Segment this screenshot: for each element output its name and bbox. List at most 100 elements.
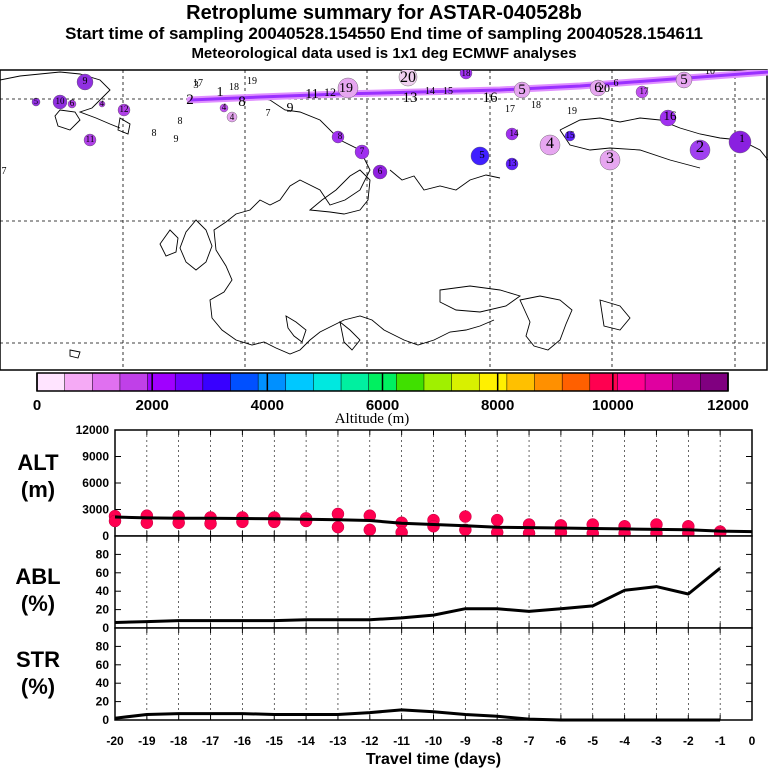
day-label: 9: [287, 101, 294, 116]
x-tick-label: -3: [651, 734, 662, 748]
day-label: 18: [462, 68, 472, 78]
colorbar-swatch: [257, 372, 287, 392]
colorbar-label: Altitude (m): [335, 411, 410, 427]
day-label: 7: [2, 166, 7, 177]
trajectory-cluster-5: [470, 146, 490, 166]
altitude-point: [299, 514, 313, 528]
day-label: 4: [222, 102, 227, 112]
trajectory-cluster-12: [117, 103, 131, 117]
trajectory-cluster-11: [83, 133, 97, 147]
colorbar-tick-label: 6000: [366, 397, 399, 414]
y-tick-label: 0: [102, 529, 109, 543]
x-axis-title: Travel time (days): [366, 751, 501, 768]
colorbar-swatch: [478, 372, 508, 392]
colorbar-swatch: [64, 372, 93, 392]
y-tick-label: 40: [96, 584, 110, 598]
colorbar-tick-label: 0: [33, 397, 41, 414]
day-label: 20: [400, 69, 416, 86]
y-tick-label: 20: [96, 603, 110, 617]
x-tick-label: -9: [460, 734, 471, 748]
day-label: 15: [443, 86, 453, 97]
trajectory-cluster-20: [398, 70, 418, 87]
altitude-point: [363, 523, 377, 537]
day-label: 2: [186, 92, 194, 108]
colorbar-swatch: [617, 372, 646, 392]
day-label: 1: [217, 85, 224, 100]
trajectory-cluster-22: [589, 79, 607, 97]
day-label: 6: [614, 78, 619, 89]
y-tick-label: 40: [96, 676, 110, 690]
day-label: 13: [403, 90, 418, 106]
day-label: 18: [229, 82, 239, 93]
colorbar-swatch: [506, 372, 536, 392]
x-tick-label: -13: [329, 734, 347, 748]
mean-trajectory-line: [189, 70, 768, 102]
panel-label: ABL: [15, 564, 60, 589]
altitude-point: [331, 520, 345, 534]
y-tick-label: 60: [96, 566, 110, 580]
colorbar-swatch: [534, 372, 563, 392]
panel-unit-label: (m): [21, 477, 55, 502]
trajectory-cluster-15: [564, 130, 576, 142]
trajectory-cluster-7: [354, 144, 370, 160]
x-tick-label: 0: [749, 734, 756, 748]
y-tick-label: 9000: [82, 450, 109, 464]
day-label: 9: [174, 134, 179, 145]
colorbar-swatch: [313, 372, 342, 392]
colorbar-swatch: [230, 372, 259, 392]
day-label: 10: [56, 96, 66, 106]
trajectory-cluster-13: [505, 157, 519, 171]
day-label: 8: [178, 116, 183, 127]
day-label: 4: [230, 112, 235, 122]
x-tick-label: -10: [425, 734, 443, 748]
colorbar-swatch: [672, 372, 701, 392]
map-gridlines: [0, 70, 767, 370]
trajectory-cluster-23: [675, 71, 693, 89]
day-label: 5: [518, 82, 526, 98]
panel-unit-label: (%): [21, 674, 55, 699]
trajectory-cluster-27: [67, 99, 77, 109]
colorbar-swatch: [174, 372, 204, 392]
trajectory-cluster-21: [513, 81, 531, 99]
day-label: 11: [305, 87, 318, 102]
colorbar-swatch: [285, 372, 314, 392]
day-label: 8: [152, 128, 157, 139]
sampling-time-subtitle: Start time of sampling 20040528.154550 E…: [65, 24, 703, 43]
colorbar-swatch: [644, 372, 674, 392]
colorbar-swatch: [92, 372, 121, 392]
series-line: [114, 567, 722, 624]
panel-alt: 0 3000 6000 9000 12000 ALT(m): [17, 423, 753, 543]
day-label: 16: [483, 90, 499, 106]
colorbar-tick-label: 4000: [251, 397, 284, 414]
x-tick-label: -20: [106, 734, 124, 748]
day-label: 14: [510, 128, 520, 138]
colorbar-tick-label: 2000: [135, 397, 168, 414]
x-tick-label: -16: [234, 734, 252, 748]
day-label: 12: [120, 104, 129, 114]
x-tick-label: -5: [587, 734, 598, 748]
y-tick-label: 3000: [82, 503, 109, 517]
day-label: 6: [378, 166, 383, 176]
day-label: 9: [83, 76, 88, 87]
y-tick-label: 80: [96, 639, 110, 653]
colorbar-swatch: [561, 372, 591, 392]
trajectory-cluster-4: [539, 134, 561, 156]
x-tick-label: -19: [138, 734, 156, 748]
day-label: 3: [606, 150, 614, 167]
day-label: 5: [34, 97, 38, 106]
colorbar-swatch: [202, 372, 232, 392]
colorbar-tick-label: 12000: [707, 397, 749, 414]
x-tick-label: -2: [683, 734, 694, 748]
day-label: 15: [566, 130, 576, 140]
y-tick-label: 20: [96, 695, 110, 709]
colorbar-swatch: [119, 372, 149, 392]
day-label: 17: [193, 78, 203, 89]
x-tick-label: -17: [202, 734, 220, 748]
trajectory-cluster-9: [76, 73, 94, 91]
series-line: [114, 708, 721, 722]
series-line: [114, 515, 753, 534]
colorbar-swatch: [36, 372, 66, 392]
colorbar-swatch: [396, 372, 425, 392]
